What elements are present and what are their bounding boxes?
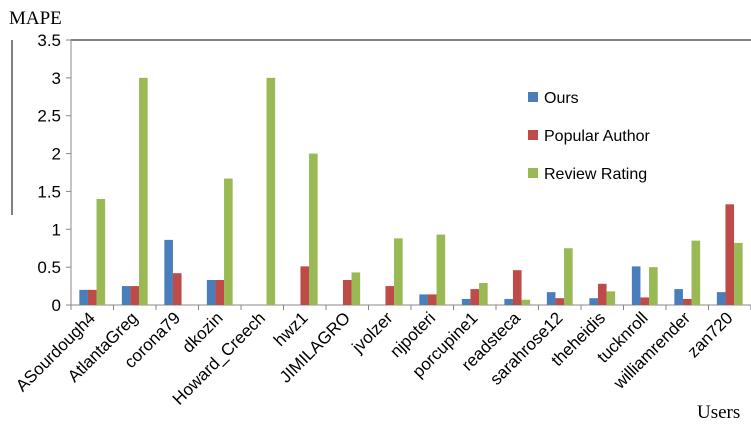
bar-popular-author [470, 289, 480, 305]
bar-review-rating [96, 199, 106, 305]
bar-popular-author [130, 286, 140, 305]
bar-ours [121, 286, 131, 305]
y-tick-label: 3 [52, 69, 61, 88]
bar-popular-author [512, 270, 522, 305]
y-tick-label: 1 [52, 220, 61, 239]
y-tick-label: 0.5 [37, 258, 61, 277]
legend-label: Popular Author [544, 128, 651, 145]
bar-review-rating [649, 267, 658, 305]
x-axis-title: Users [697, 402, 740, 423]
bar-review-rating [436, 234, 446, 305]
bar-review-rating [139, 77, 148, 305]
bar-review-rating [564, 248, 573, 305]
bar-review-rating [266, 77, 276, 305]
bar-ours [504, 298, 513, 305]
x-tick-label: zan720 [684, 308, 737, 361]
bar-popular-author [597, 283, 607, 305]
bar-ours [716, 292, 726, 305]
bar-popular-author [682, 298, 692, 305]
y-tick-label: 1.5 [37, 182, 61, 201]
bar-review-rating [394, 238, 403, 305]
bar-review-rating [521, 299, 531, 305]
bar-popular-author [300, 266, 310, 305]
bar-popular-author [725, 204, 735, 305]
bar-review-rating [691, 240, 701, 305]
bar-ours [631, 266, 641, 305]
legend-label: Ours [544, 90, 579, 107]
bar-ours [589, 298, 598, 305]
bar-popular-author [385, 286, 395, 305]
legend-label: Review Rating [544, 166, 647, 183]
bar-ours [164, 239, 173, 305]
bar-review-rating [734, 242, 743, 305]
bar-ours [546, 292, 556, 305]
y-tick-label: 2 [52, 145, 61, 164]
bar-popular-author [555, 298, 565, 305]
y-tick-label: 0 [52, 296, 61, 315]
bar-review-rating [606, 291, 616, 305]
bar-popular-author [215, 280, 225, 305]
bar-popular-author [172, 273, 182, 305]
plot-area: 00.511.522.533.5ASourdough4AtlantaGregco… [11, 31, 751, 409]
bar-review-rating [224, 178, 233, 305]
legend-swatch [528, 130, 538, 140]
bar-ours [461, 298, 471, 305]
bar-review-rating [351, 272, 361, 305]
bar-ours [206, 280, 216, 305]
bar-popular-author [640, 297, 650, 305]
y-axis-title: MAPE [9, 8, 62, 29]
y-tick-label: 2.5 [37, 107, 61, 126]
bar-ours [419, 294, 428, 305]
bar-ours [674, 289, 683, 305]
bar-ours [79, 289, 88, 305]
y-tick-label: 3.5 [37, 31, 61, 50]
bar-review-rating [479, 283, 488, 305]
bar-popular-author [342, 280, 352, 305]
bar-popular-author [87, 289, 97, 305]
legend-swatch [528, 92, 538, 102]
bar-popular-author [427, 294, 437, 305]
bar-review-rating [309, 153, 318, 305]
legend-swatch [528, 168, 538, 178]
